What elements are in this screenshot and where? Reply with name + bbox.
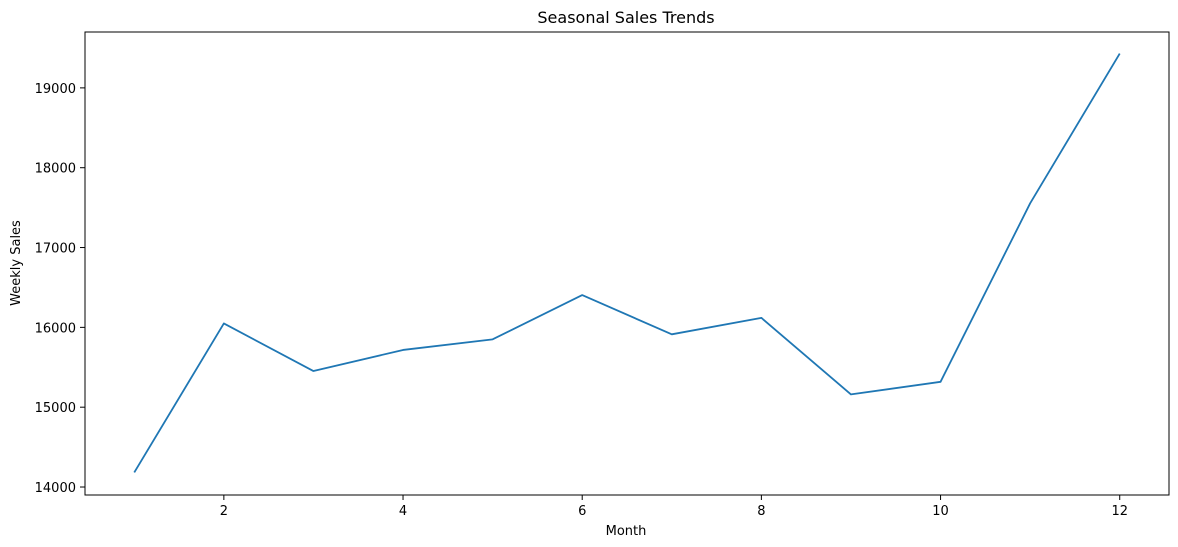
x-tick-label: 2 [220,504,228,519]
y-tick-label: 18000 [35,162,76,177]
y-axis: 14000 15000 16000 17000 18000 19000 [35,82,85,496]
chart-title: Seasonal Sales Trends [537,8,714,27]
y-tick-label: 15000 [35,401,76,416]
y-tick-label: 17000 [35,242,76,257]
x-tick-label: 12 [1111,504,1128,519]
y-tick-label: 16000 [35,321,76,336]
x-tick-label: 4 [399,504,407,519]
x-axis: 2 4 6 8 10 12 [220,495,1128,519]
y-tick-label: 19000 [35,82,76,97]
y-tick-label: 14000 [35,481,76,496]
x-tick-label: 6 [578,504,586,519]
x-tick-label: 8 [757,504,765,519]
x-axis-label: Month [606,524,647,539]
x-tick-label: 10 [932,504,949,519]
series-line [133,53,1121,473]
plot-area: 2 4 6 8 10 12 14000 15000 16000 17000 18000 19000 [35,31,1170,519]
y-axis-label: Weekly Sales [9,220,24,306]
plot-frame [84,31,1170,496]
